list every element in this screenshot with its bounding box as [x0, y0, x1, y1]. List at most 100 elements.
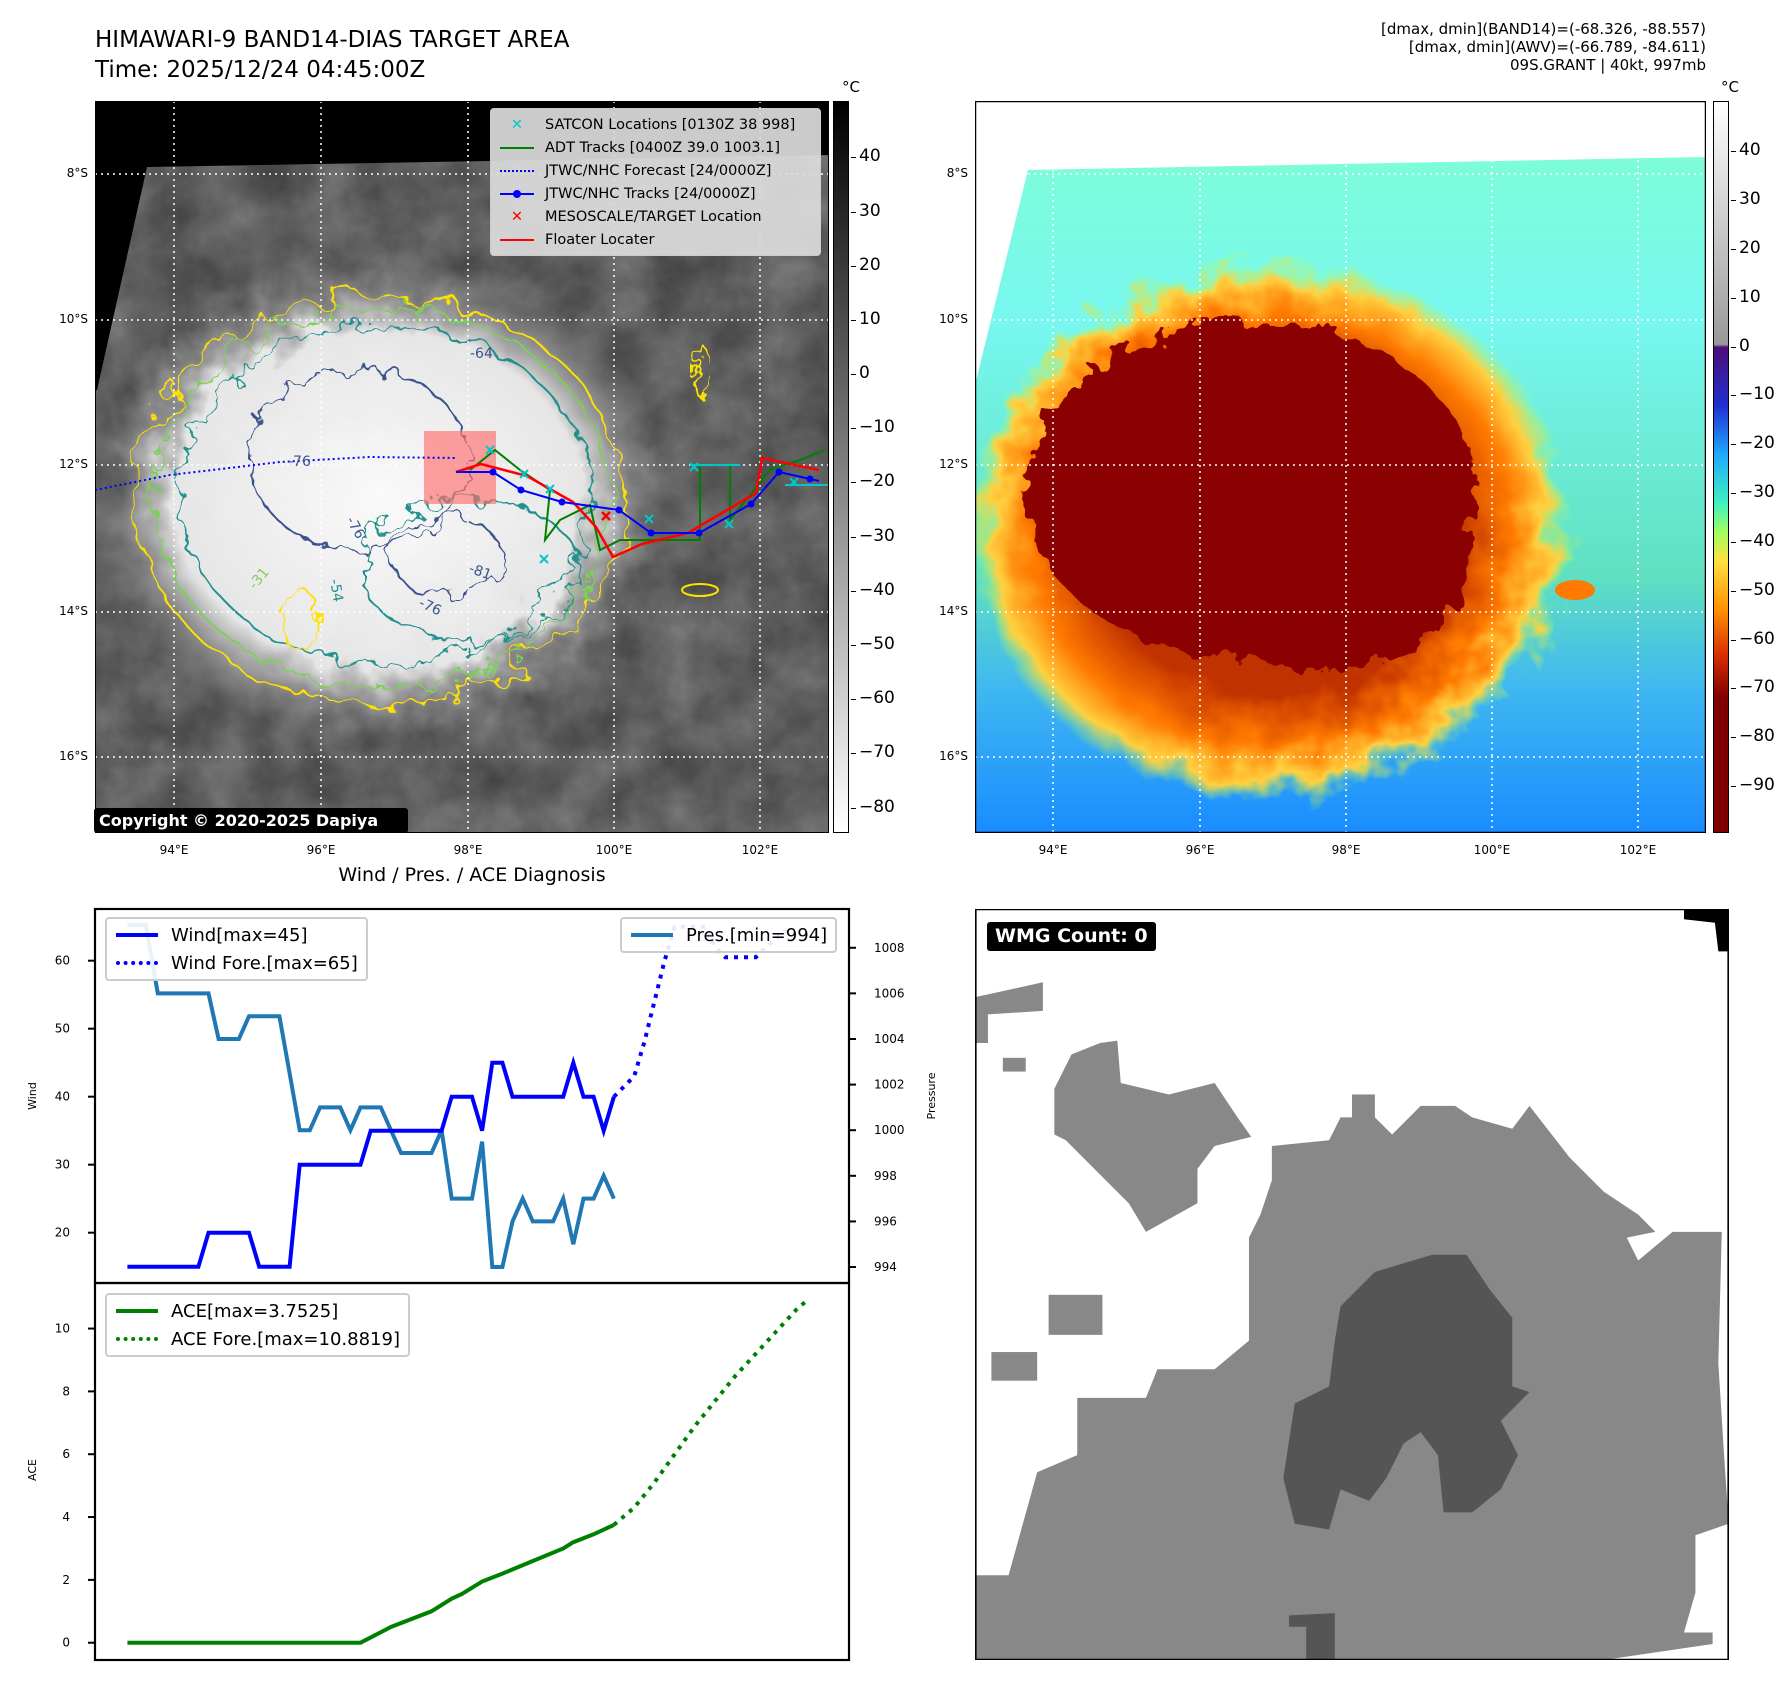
tick-mark	[1731, 346, 1736, 348]
lon-label: 100°E	[595, 843, 633, 857]
forecast-track	[95, 455, 457, 491]
floater-track	[455, 456, 820, 559]
line-dot-icon	[497, 189, 537, 198]
line-icon	[630, 933, 674, 937]
colorbar-left-tick: −30	[859, 525, 895, 546]
tick-mark	[1731, 395, 1736, 397]
series-aceline	[127, 1523, 615, 1645]
pressure-tick-label: 996	[874, 1214, 897, 1228]
tick-mark	[851, 428, 856, 430]
ace-frame	[93, 1281, 851, 1662]
series-windline	[127, 1055, 616, 1269]
colorbar-left-tick: 40	[859, 146, 881, 167]
legend-satcon: ✕ SATCON Locations [0130Z 38 998]	[497, 113, 814, 136]
lat-label: 14°S	[939, 604, 968, 618]
jtwc-track	[456, 470, 820, 534]
storm-info: 09S.GRANT | 40kt, 997mb	[1509, 56, 1706, 74]
colorbar-right-tick: 20	[1739, 237, 1761, 258]
colorbar-right-tick: −90	[1739, 775, 1775, 796]
lat-label: 16°S	[59, 749, 88, 763]
line-icon	[497, 146, 537, 149]
map-legend: ✕ SATCON Locations [0130Z 38 998] ADT Tra…	[490, 108, 821, 256]
colorbar-right-tick: −50	[1739, 579, 1775, 600]
colorbar-left-tick: −70	[859, 742, 895, 763]
wind-tick-label: 30	[55, 1158, 70, 1172]
colorbar-right-tick: −70	[1739, 677, 1775, 698]
pressure-tick-label: 1000	[874, 1123, 905, 1137]
pressure-tick-label: 1002	[874, 1078, 905, 1092]
satcon-markers	[485, 445, 829, 564]
tick-mark	[1731, 297, 1736, 299]
wind-tick-label: 40	[55, 1090, 70, 1104]
colorbar-left-tick: −60	[859, 688, 895, 709]
colorbar-right-tick: 40	[1739, 140, 1761, 161]
tick-mark	[1731, 590, 1736, 592]
colorbar-right-tick: −40	[1739, 530, 1775, 551]
pressure-tick-label: 1004	[874, 1032, 905, 1046]
ace-tick-label: 6	[62, 1447, 70, 1461]
colorbar-right-tick: −20	[1739, 433, 1775, 454]
band14-stats: [dmax, dmin](BAND14)=(-68.326, -88.557)	[1381, 20, 1706, 38]
tick-mark	[851, 536, 856, 538]
lon-label: 102°E	[741, 843, 779, 857]
legend-forecast: JTWC/NHC Forecast [24/0000Z]	[497, 159, 814, 182]
legend-ace: ACE[max=3.7525]	[115, 1297, 400, 1325]
tick-mark	[851, 157, 856, 159]
lon-label: 96°E	[1185, 843, 1215, 857]
line-icon	[115, 933, 159, 937]
lat-label: 12°S	[59, 457, 88, 471]
contour-label: -64	[470, 346, 493, 362]
tick-mark	[1731, 688, 1736, 690]
ir-map-color	[975, 101, 1706, 833]
colorbar-right-tick: −80	[1739, 726, 1775, 747]
legend-pressure: Pres.[min=994]	[630, 921, 827, 949]
lat-label: 14°S	[59, 604, 88, 618]
ace-tick-label: 0	[62, 1636, 70, 1650]
tick-mark	[851, 807, 856, 809]
diagnosis-title: Wind / Pres. / ACE Diagnosis	[338, 864, 606, 886]
colorbar-right-tick: 30	[1739, 189, 1761, 210]
wind-tick-label: 60	[55, 954, 70, 968]
lon-label: 98°E	[453, 843, 483, 857]
tick-mark	[1731, 737, 1736, 739]
tick-mark	[851, 753, 856, 755]
pressure-tick-label: 998	[874, 1169, 897, 1183]
series-pres-line	[127, 923, 616, 1269]
stats-info: [dmax, dmin](BAND14)=(-68.326, -88.557) …	[1381, 20, 1706, 74]
figure-title: HIMAWARI-9 BAND14-DIAS TARGET AREA	[95, 27, 570, 53]
wind-axis-label: Wind	[26, 1082, 39, 1110]
tick-mark	[1731, 541, 1736, 543]
colorbar-left	[833, 101, 849, 833]
lat-label: 12°S	[939, 457, 968, 471]
tick-mark	[1731, 493, 1736, 495]
lon-label: 96°E	[306, 843, 336, 857]
x-marker-icon: ✕	[510, 208, 524, 225]
x-marker-icon: ✕	[510, 116, 524, 133]
dotted-line-icon	[115, 961, 159, 965]
tick-mark	[851, 699, 856, 701]
colorbar-left-tick: −50	[859, 633, 895, 654]
pressure-tick-label: 1008	[874, 941, 905, 955]
target-area-box	[424, 431, 496, 504]
tick-mark	[851, 482, 856, 484]
ace-tick-label: 4	[62, 1510, 70, 1524]
lon-label: 94°E	[1038, 843, 1068, 857]
wmg-count-badge: WMG Count: 0	[987, 922, 1156, 951]
tick-mark	[851, 319, 856, 321]
contour-label: -81	[467, 561, 494, 584]
legend-target: ✕ MESOSCALE/TARGET Location	[497, 205, 814, 228]
tick-mark	[1731, 786, 1736, 788]
colorbar-right	[1713, 101, 1729, 833]
pressure-tick-label: 1006	[874, 986, 905, 1000]
colorbar-left-tick: −20	[859, 471, 895, 492]
colorbar-right-tick: 0	[1739, 335, 1750, 356]
tick-mark	[1731, 151, 1736, 153]
ace-axis-label: ACE	[26, 1459, 39, 1481]
legend-wind-forecast: Wind Fore.[max=65]	[115, 949, 358, 977]
colorbar-right-tick: −60	[1739, 628, 1775, 649]
wind-legend: Wind[max=45] Wind Fore.[max=65]	[105, 917, 368, 981]
contour-label: -76	[288, 454, 311, 470]
contour-label: -54	[326, 578, 346, 603]
lon-label: 94°E	[159, 843, 189, 857]
